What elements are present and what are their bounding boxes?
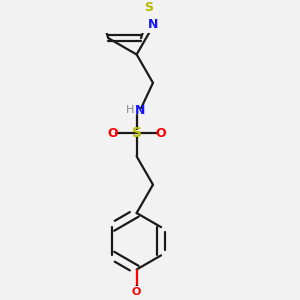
Text: O: O [107, 127, 118, 140]
Text: S: S [144, 1, 153, 13]
Text: O: O [132, 287, 141, 297]
Text: N: N [135, 104, 146, 117]
Text: S: S [132, 127, 142, 140]
Text: H: H [126, 105, 134, 115]
Text: O: O [156, 127, 166, 140]
Text: N: N [148, 18, 158, 31]
